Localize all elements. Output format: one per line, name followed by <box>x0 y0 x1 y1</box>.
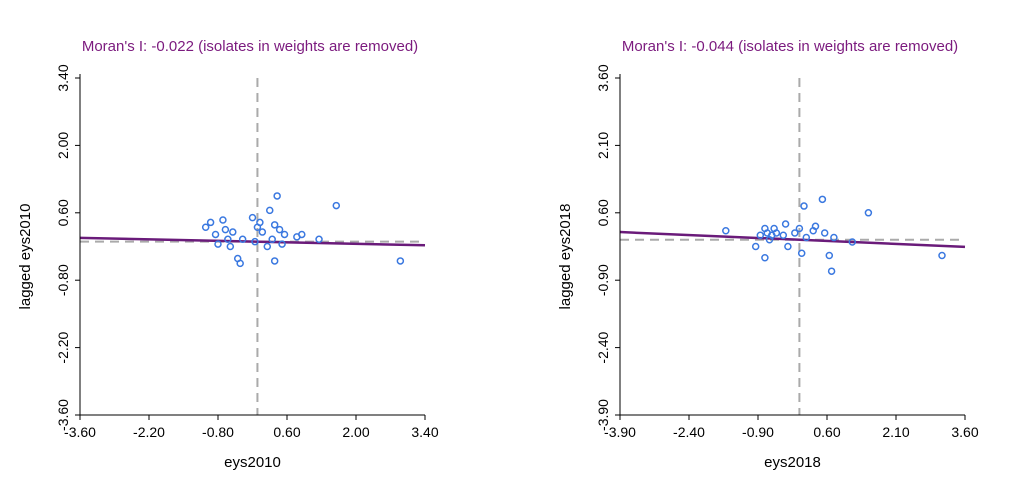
y-tick-label: -3.90 <box>595 399 611 431</box>
y-tick-label: -0.90 <box>595 264 611 296</box>
data-point <box>211 230 220 239</box>
moran-scatter-plot-eys2010: Moran's I: -0.022 (isolates in weights a… <box>17 38 439 471</box>
y-tick-label: 0.60 <box>55 199 71 226</box>
data-point <box>251 237 259 246</box>
data-point <box>802 233 811 242</box>
chart-title: Moran's I: -0.044 (isolates in weights a… <box>622 38 958 55</box>
data-point <box>280 230 289 239</box>
x-tick-label: -0.90 <box>742 424 774 440</box>
data-point <box>396 257 405 265</box>
x-tick-label: 3.60 <box>951 424 978 440</box>
data-point <box>848 238 857 246</box>
data-point <box>830 233 838 242</box>
data-point <box>820 229 829 237</box>
data-point <box>258 228 267 236</box>
data-point <box>219 216 227 224</box>
y-tick-label: 3.60 <box>595 64 611 91</box>
data-point <box>784 242 792 251</box>
y-axis-label: lagged eys2018 <box>557 204 574 310</box>
x-tick-label: -2.40 <box>673 424 705 440</box>
y-tick-label: 2.00 <box>55 132 71 159</box>
data-point <box>226 242 235 251</box>
data-point <box>263 242 272 251</box>
regression-line <box>619 230 966 249</box>
moran-scatter-plot-eys2018: Moran's I: -0.044 (isolates in weights a… <box>557 38 979 471</box>
data-point <box>229 228 237 236</box>
data-point <box>827 267 836 275</box>
data-point <box>224 235 232 244</box>
y-axis-label: lagged eys2010 <box>17 204 34 310</box>
data-point <box>221 225 230 234</box>
data-point <box>791 229 799 237</box>
x-tick-label: -3.60 <box>64 424 96 440</box>
data-point <box>270 221 279 229</box>
x-tick-label: -3.90 <box>604 424 636 440</box>
data-point <box>795 224 804 233</box>
x-tick-label: 2.00 <box>342 424 369 440</box>
data-point <box>825 251 834 260</box>
x-axis-label: eys2018 <box>764 454 821 471</box>
y-tick-label: 0.60 <box>595 199 611 226</box>
x-tick-label: 0.60 <box>813 424 840 440</box>
data-point <box>266 206 274 215</box>
data-point <box>315 235 323 244</box>
data-point <box>811 222 820 231</box>
data-point <box>938 251 946 260</box>
data-point <box>275 225 284 234</box>
data-point <box>270 257 279 265</box>
y-tick-label: 2.10 <box>595 132 611 159</box>
x-tick-label: 2.10 <box>882 424 909 440</box>
x-tick-label: -0.80 <box>202 424 234 440</box>
data-point <box>278 240 286 248</box>
data-point <box>781 220 790 228</box>
chart-title: Moran's I: -0.022 (isolates in weights a… <box>82 38 418 55</box>
data-point <box>256 218 264 227</box>
y-tick-label: 3.40 <box>55 64 71 91</box>
x-tick-label: -2.20 <box>133 424 165 440</box>
data-point <box>772 229 781 237</box>
data-point <box>756 231 765 240</box>
data-point <box>273 192 281 200</box>
data-point <box>751 242 760 251</box>
data-point <box>298 230 306 239</box>
data-point <box>268 235 276 244</box>
data-point <box>779 231 788 240</box>
y-tick-label: -3.60 <box>55 399 71 431</box>
x-tick-label: 0.60 <box>273 424 300 440</box>
data-point <box>761 253 769 262</box>
y-tick-label: -2.40 <box>595 331 611 363</box>
y-tick-label: -0.80 <box>55 264 71 296</box>
data-point <box>214 240 222 248</box>
data-point <box>206 218 215 227</box>
x-tick-label: 3.40 <box>411 424 438 440</box>
data-point <box>248 213 257 222</box>
data-point <box>864 209 873 217</box>
data-point <box>797 249 806 257</box>
data-point <box>818 195 827 204</box>
data-point <box>201 223 210 231</box>
data-point <box>332 201 341 210</box>
data-point <box>238 235 247 244</box>
data-point <box>236 259 244 268</box>
x-axis-label: eys2010 <box>224 454 281 471</box>
data-point <box>722 227 730 235</box>
y-tick-label: -2.20 <box>55 331 71 363</box>
data-point <box>800 202 808 210</box>
